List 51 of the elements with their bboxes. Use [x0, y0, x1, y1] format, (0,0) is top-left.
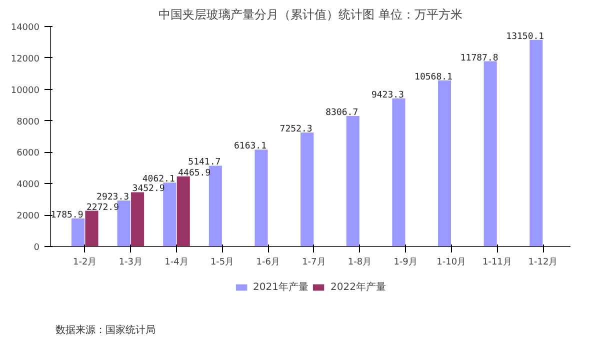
- data-label: 6163.1: [234, 142, 267, 152]
- data-label: 8306.7: [326, 108, 358, 118]
- legend-label: 2021年产量: [253, 280, 308, 294]
- data-label: 9423.3: [371, 90, 404, 100]
- source-note: 数据来源：国家统计局: [56, 324, 156, 336]
- bar: [346, 116, 360, 246]
- y-tick-label: 12000: [10, 54, 40, 64]
- y-tick-label: 6000: [16, 148, 40, 159]
- x-tick-label: 1-10月: [436, 258, 466, 268]
- x-tick-label: 1-7月: [302, 258, 326, 268]
- bar: [254, 150, 268, 246]
- data-label: 4465.9: [178, 168, 211, 178]
- bar: [176, 176, 190, 246]
- bar: [71, 218, 85, 246]
- bar: [484, 61, 497, 246]
- x-tick-label: 1-12月: [528, 258, 558, 268]
- x-tick-label: 1-11月: [482, 258, 512, 268]
- y-tick-label: 2000: [16, 212, 40, 222]
- data-label: 1785.9: [50, 210, 84, 220]
- bar: [131, 192, 144, 246]
- data-label: 13150.1: [506, 32, 544, 42]
- data-label: 7252.3: [280, 124, 312, 135]
- data-label: 3452.9: [132, 184, 165, 194]
- y-tick-label: 14000: [10, 23, 40, 33]
- chart-title: 中国夹层玻璃产量分月（累计值）统计图 单位：万平方米: [158, 8, 462, 22]
- bar: [300, 132, 314, 246]
- y-tick-label: 4000: [16, 180, 40, 190]
- x-tick-label: 1-5月: [210, 258, 234, 268]
- data-label: 2923.3: [96, 192, 130, 203]
- data-label: 4062.1: [142, 174, 175, 185]
- x-tick-label: 1-6月: [256, 258, 280, 268]
- y-tick-label: 10000: [10, 86, 40, 96]
- bar: [392, 98, 406, 246]
- legend-label: 2022年产量: [330, 280, 386, 294]
- x-tick-label: 1-8月: [348, 258, 372, 268]
- y-tick-label: 0: [34, 243, 40, 253]
- data-label: 5141.7: [188, 158, 221, 168]
- x-tick-label: 1-2月: [73, 258, 97, 268]
- bar: [85, 210, 98, 246]
- data-label: 10568.1: [414, 72, 452, 82]
- bar: [208, 166, 222, 246]
- bar: [117, 200, 130, 246]
- data-label: 2272.9: [86, 202, 119, 213]
- x-tick-label: 1-4月: [164, 258, 188, 268]
- y-tick-label: 8000: [16, 117, 40, 128]
- bar: [438, 80, 452, 246]
- bar: [163, 182, 176, 246]
- data-label: 11787.8: [460, 53, 498, 64]
- x-tick-label: 1-3月: [118, 258, 143, 268]
- bar: [530, 40, 543, 246]
- x-tick-label: 1-9月: [394, 258, 418, 268]
